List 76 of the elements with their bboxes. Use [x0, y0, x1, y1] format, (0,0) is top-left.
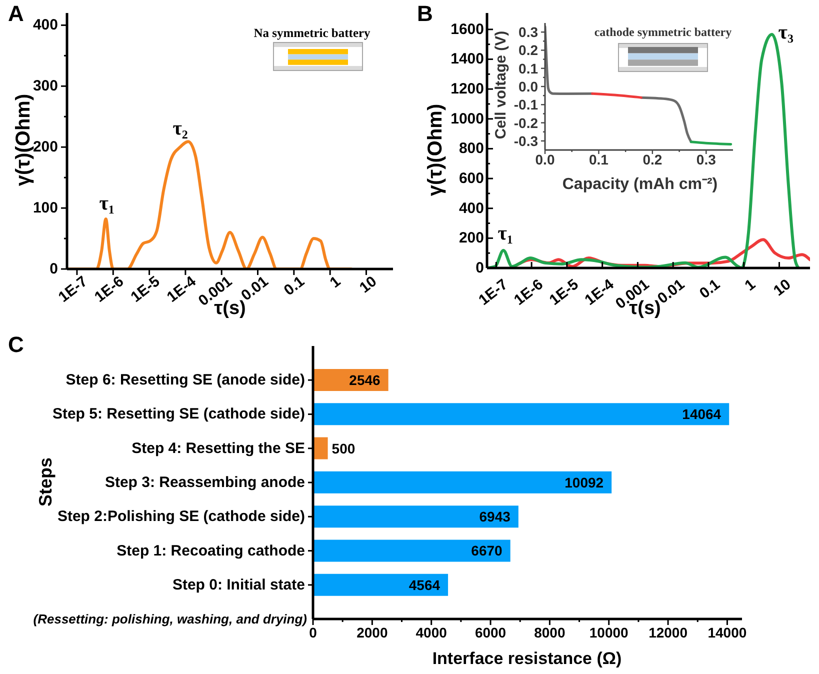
x-axis-title: Interface resistance (Ω) — [432, 649, 622, 669]
data-label: 500 — [332, 440, 356, 456]
y-tick-label: 200 — [32, 138, 58, 156]
y-tick-label: Step 5: Resetting SE (cathode side) — [52, 406, 306, 423]
data-label: 10092 — [564, 474, 604, 490]
y-tick-label: Step 4: Resetting the SE — [132, 440, 305, 457]
y-tick-label: Step 0: Initial state — [172, 576, 305, 594]
y-tick-label: 400 — [458, 200, 484, 217]
x-axis-title: Capacity (mAh cm⁻²) — [562, 176, 718, 194]
y-tick-label: 1600 — [450, 20, 484, 38]
x-tick-label: 10 — [356, 272, 380, 297]
y-axis-title: Steps — [36, 457, 56, 507]
data-label: 4564 — [408, 576, 440, 593]
y-tick-label: 400 — [32, 16, 58, 34]
y-tick-label: 800 — [458, 140, 484, 158]
y-tick-label: 1200 — [450, 80, 484, 98]
x-tick-label: 1E-6 — [92, 272, 127, 306]
x-tick-label: 12000 — [648, 624, 688, 640]
x-tick-label: 6000 — [474, 624, 506, 640]
x-tick-label: 0.0 — [535, 151, 555, 168]
y-tick-label: Step 3: Reassembing anode — [104, 474, 305, 491]
x-tick-label: 0.2 — [642, 151, 662, 168]
x-tick-label: 14000 — [708, 624, 747, 640]
data-label: 14064 — [682, 406, 722, 422]
y-tick-label: 0 — [476, 260, 484, 276]
x-tick-label: 0 — [309, 624, 318, 640]
y-tick-label: 0.1 — [518, 60, 538, 76]
y-tick-label: 0.0 — [518, 78, 538, 94]
annotation: cathode symmetric battery — [594, 25, 732, 40]
bar — [313, 403, 730, 426]
bar — [313, 506, 518, 528]
x-tick-label: 8000 — [534, 624, 566, 640]
y-tick-label: 600 — [458, 170, 484, 188]
data-label: 6943 — [479, 508, 511, 525]
annotation: Na symmetric battery — [254, 26, 370, 40]
y-tick-label: 200 — [458, 230, 484, 247]
bar — [313, 471, 612, 494]
x-tick-label: 1E-6 — [511, 276, 546, 309]
y-tick-label: 0 — [50, 260, 58, 278]
x-tick-label: 0.1 — [588, 151, 609, 168]
x-tick-label: 1 — [326, 272, 344, 292]
bar — [313, 540, 510, 562]
data-label: 2546 — [349, 372, 381, 388]
text: (Ressetting: polishing, washing, and drying) — [33, 612, 307, 628]
y-axis-title: γ(τ)(Ohm) — [424, 104, 448, 196]
y-tick-label: -0.3 — [514, 132, 538, 149]
bar — [313, 574, 448, 596]
y-tick-label: 300 — [32, 78, 58, 95]
x-tick-label: 0.3 — [696, 151, 716, 168]
y-tick-label: 1000 — [450, 110, 484, 128]
x-tick-label: 2000 — [356, 624, 388, 640]
annotation: τ₃ — [778, 22, 794, 45]
text: C — [8, 332, 24, 357]
annotation: τ₁ — [99, 192, 114, 216]
bar — [313, 437, 328, 460]
y-tick-label: 100 — [32, 200, 58, 217]
x-tick-label: 10000 — [589, 624, 629, 640]
x-tick-label: 1 — [742, 276, 759, 294]
x-tick-label: 10 — [770, 276, 794, 300]
chart-title: A — [8, 1, 24, 26]
y-tick-label: 0.2 — [518, 42, 538, 58]
y-axis-title: γ(τ)(Ohm) — [12, 94, 34, 186]
x-tick-label: 0.1 — [696, 276, 724, 302]
y-tick-label: Step 1: Recoating cathode — [116, 542, 305, 560]
y-axis-title: Cell voltage (V) — [492, 30, 510, 140]
y-tick-label: 1400 — [450, 50, 484, 68]
y-tick-label: Step 2:Polishing SE (cathode side) — [57, 508, 305, 526]
x-tick-label: 4000 — [416, 624, 448, 640]
y-tick-label: Step 6: Resetting SE (anode side) — [66, 372, 305, 389]
annotation: τ₁ — [498, 222, 514, 246]
y-tick-label: -0.2 — [514, 114, 538, 131]
y-tick-label: 0.3 — [518, 24, 538, 40]
annotation: τ₂ — [172, 117, 188, 140]
y-tick-label: -0.1 — [514, 96, 538, 113]
chart-title: B — [417, 1, 433, 26]
data-label: 6670 — [471, 542, 503, 559]
